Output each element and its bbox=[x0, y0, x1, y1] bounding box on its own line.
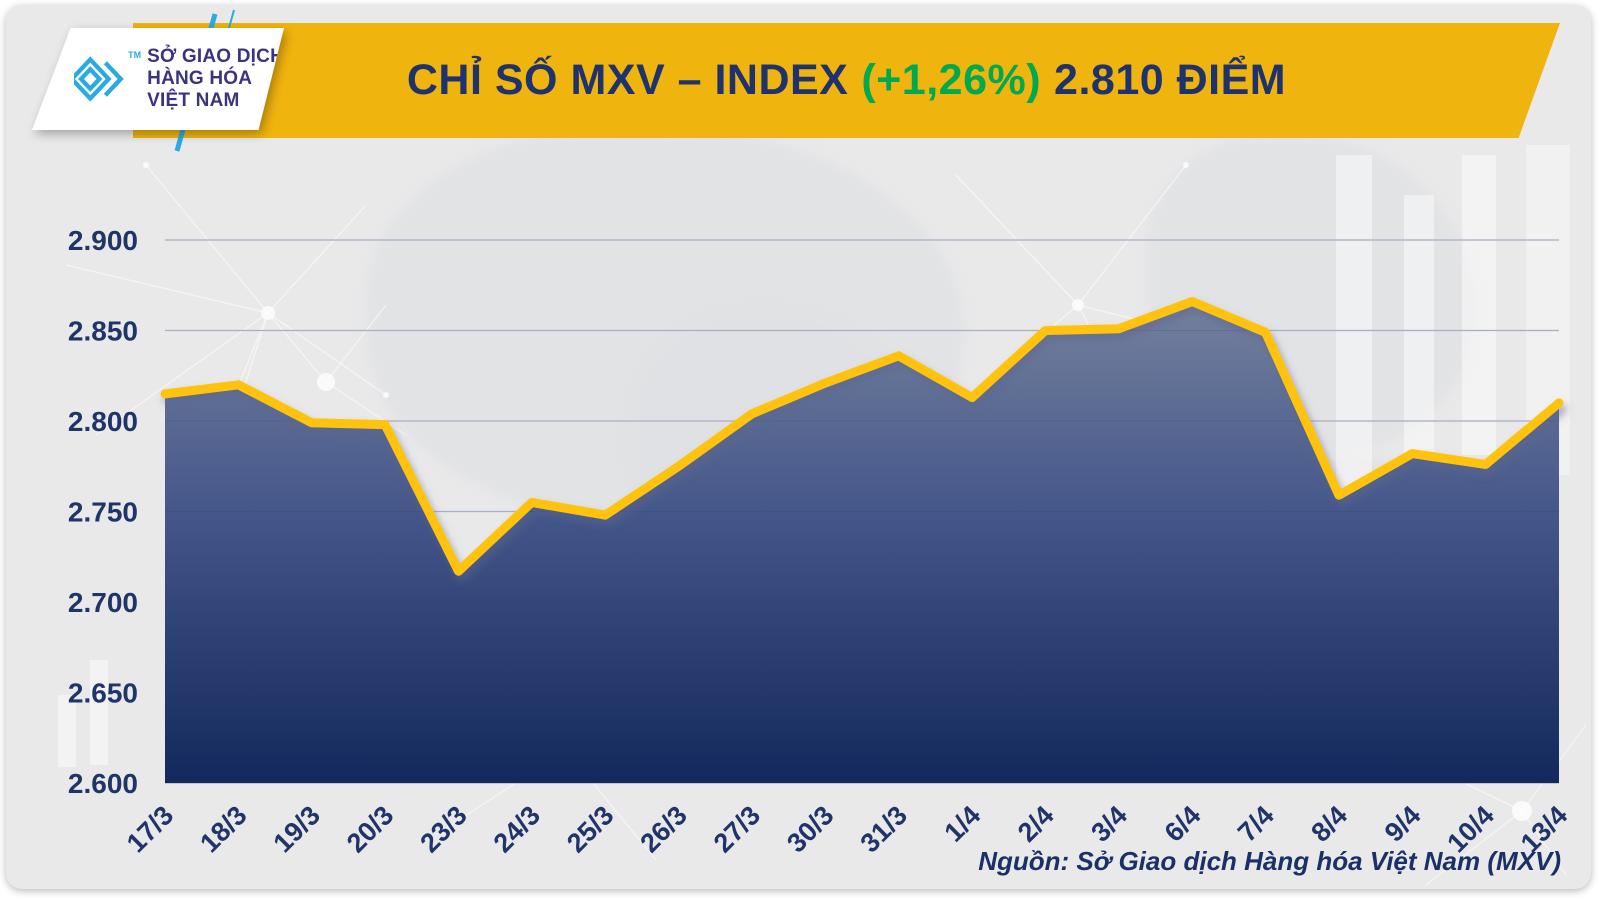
x-tick-label: 20/3 bbox=[341, 800, 399, 858]
x-tick-label: 1/4 bbox=[939, 800, 987, 848]
title-value: 2.810 ĐIỂM bbox=[1054, 56, 1287, 104]
x-tick-label: 17/3 bbox=[121, 800, 179, 858]
x-tick-label: 31/3 bbox=[855, 800, 913, 858]
y-tick-label: 2.650 bbox=[68, 678, 138, 709]
x-tick-label: 9/4 bbox=[1379, 800, 1427, 848]
logo-org-name: SỞ GIAO DỊCH HÀNG HÓA VIỆT NAM bbox=[147, 46, 284, 112]
source-caption: Nguồn: Sở Giao dịch Hàng hóa Việt Nam (M… bbox=[978, 846, 1561, 876]
logo-org-line3: VIỆT NAM bbox=[147, 90, 240, 111]
y-tick-label: 2.900 bbox=[68, 225, 138, 256]
logo-org-line1: SỞ GIAO DỊCH bbox=[147, 46, 284, 67]
logo-org-line2: HÀNG HÓA bbox=[147, 68, 253, 89]
x-tick-label: 24/3 bbox=[488, 800, 546, 858]
x-tick-label: 23/3 bbox=[414, 800, 472, 858]
x-tick-label: 6/4 bbox=[1159, 800, 1207, 848]
x-tick-label: 26/3 bbox=[634, 800, 692, 858]
y-tick-label: 2.750 bbox=[68, 497, 138, 528]
y-tick-label: 2.800 bbox=[68, 406, 138, 437]
candle-watermark bbox=[90, 660, 108, 765]
x-tick-label: 8/4 bbox=[1305, 800, 1353, 848]
index-area-chart: 2.900 2.850 2.800 2.750 2.700 2.650 2.600 17/3… bbox=[6, 5, 1591, 889]
x-tick-label: 30/3 bbox=[781, 800, 839, 858]
x-tick-label: 3/4 bbox=[1085, 800, 1133, 848]
x-tick-label: 18/3 bbox=[194, 800, 252, 858]
x-tick-label: 19/3 bbox=[268, 800, 326, 858]
title-change-percent: (+1,26%) bbox=[861, 56, 1042, 104]
candle-watermark bbox=[58, 695, 76, 767]
bar-watermark bbox=[1462, 155, 1496, 455]
y-tick-label: 2.850 bbox=[68, 316, 138, 347]
x-tick-label: 7/4 bbox=[1232, 800, 1280, 848]
title-banner bbox=[133, 23, 1560, 138]
x-tick-label: 27/3 bbox=[708, 800, 766, 858]
area-fill bbox=[165, 301, 1559, 783]
chart-title: CHỈ SỐ MXV – INDEX (+1,26%) 2.810 ĐIỂM bbox=[133, 23, 1560, 138]
mxv-logo: TM SỞ GIAO DỊCH HÀNG HÓA VIỆT NAM bbox=[32, 28, 284, 130]
title-main: CHỈ SỐ MXV – INDEX bbox=[406, 56, 849, 104]
mxv-index-chart-card: 2.900 2.850 2.800 2.750 2.700 2.650 2.600 17/3… bbox=[6, 5, 1591, 889]
index-line bbox=[160, 297, 1564, 576]
y-tick-label: 2.700 bbox=[68, 587, 138, 618]
mxv-logo-plate: TM SỞ GIAO DỊCH HÀNG HÓA VIỆT NAM bbox=[32, 28, 284, 130]
y-tick-label: 2.600 bbox=[68, 768, 138, 799]
x-tick-label: 25/3 bbox=[561, 800, 619, 858]
mxv-logo-mark-icon bbox=[74, 56, 124, 102]
trademark-symbol: TM bbox=[128, 50, 142, 60]
x-tick-label: 2/4 bbox=[1012, 800, 1060, 848]
